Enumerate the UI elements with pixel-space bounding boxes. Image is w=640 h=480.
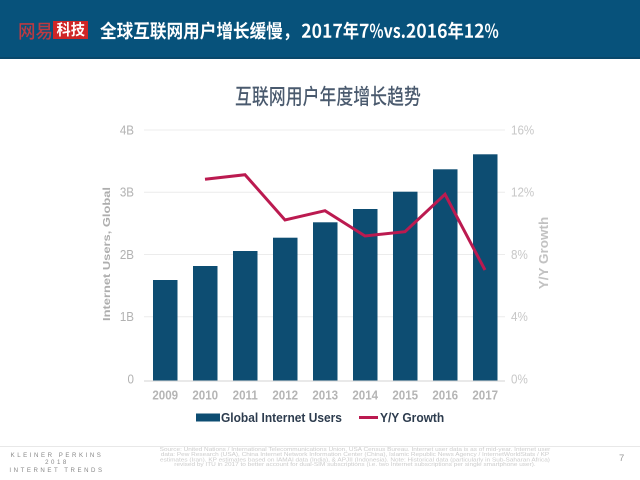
svg-text:2015: 2015 [392, 388, 418, 403]
svg-text:4B: 4B [120, 123, 134, 138]
svg-text:4%: 4% [511, 310, 528, 325]
svg-text:1B: 1B [120, 310, 134, 325]
svg-text:8%: 8% [511, 247, 528, 262]
svg-text:Internet Users, Global: Internet Users, Global [101, 187, 113, 321]
svg-text:2016: 2016 [432, 388, 458, 403]
svg-text:2013: 2013 [312, 388, 338, 403]
svg-text:16%: 16% [511, 123, 534, 138]
svg-text:Y/Y Growth: Y/Y Growth [536, 217, 551, 289]
svg-text:2B: 2B [120, 247, 134, 262]
svg-text:2011: 2011 [233, 388, 258, 403]
svg-text:Global Internet Users: Global Internet Users [221, 410, 342, 425]
svg-text:2014: 2014 [352, 388, 378, 403]
svg-text:0: 0 [128, 372, 135, 387]
svg-text:12%: 12% [511, 185, 534, 200]
svg-text:2009: 2009 [152, 388, 178, 403]
svg-text:0%: 0% [511, 372, 528, 387]
svg-text:2010: 2010 [192, 388, 218, 403]
svg-text:Y/Y Growth: Y/Y Growth [380, 410, 444, 425]
svg-text:2017: 2017 [472, 388, 498, 403]
svg-text:3B: 3B [120, 185, 134, 200]
svg-text:2012: 2012 [272, 388, 298, 403]
